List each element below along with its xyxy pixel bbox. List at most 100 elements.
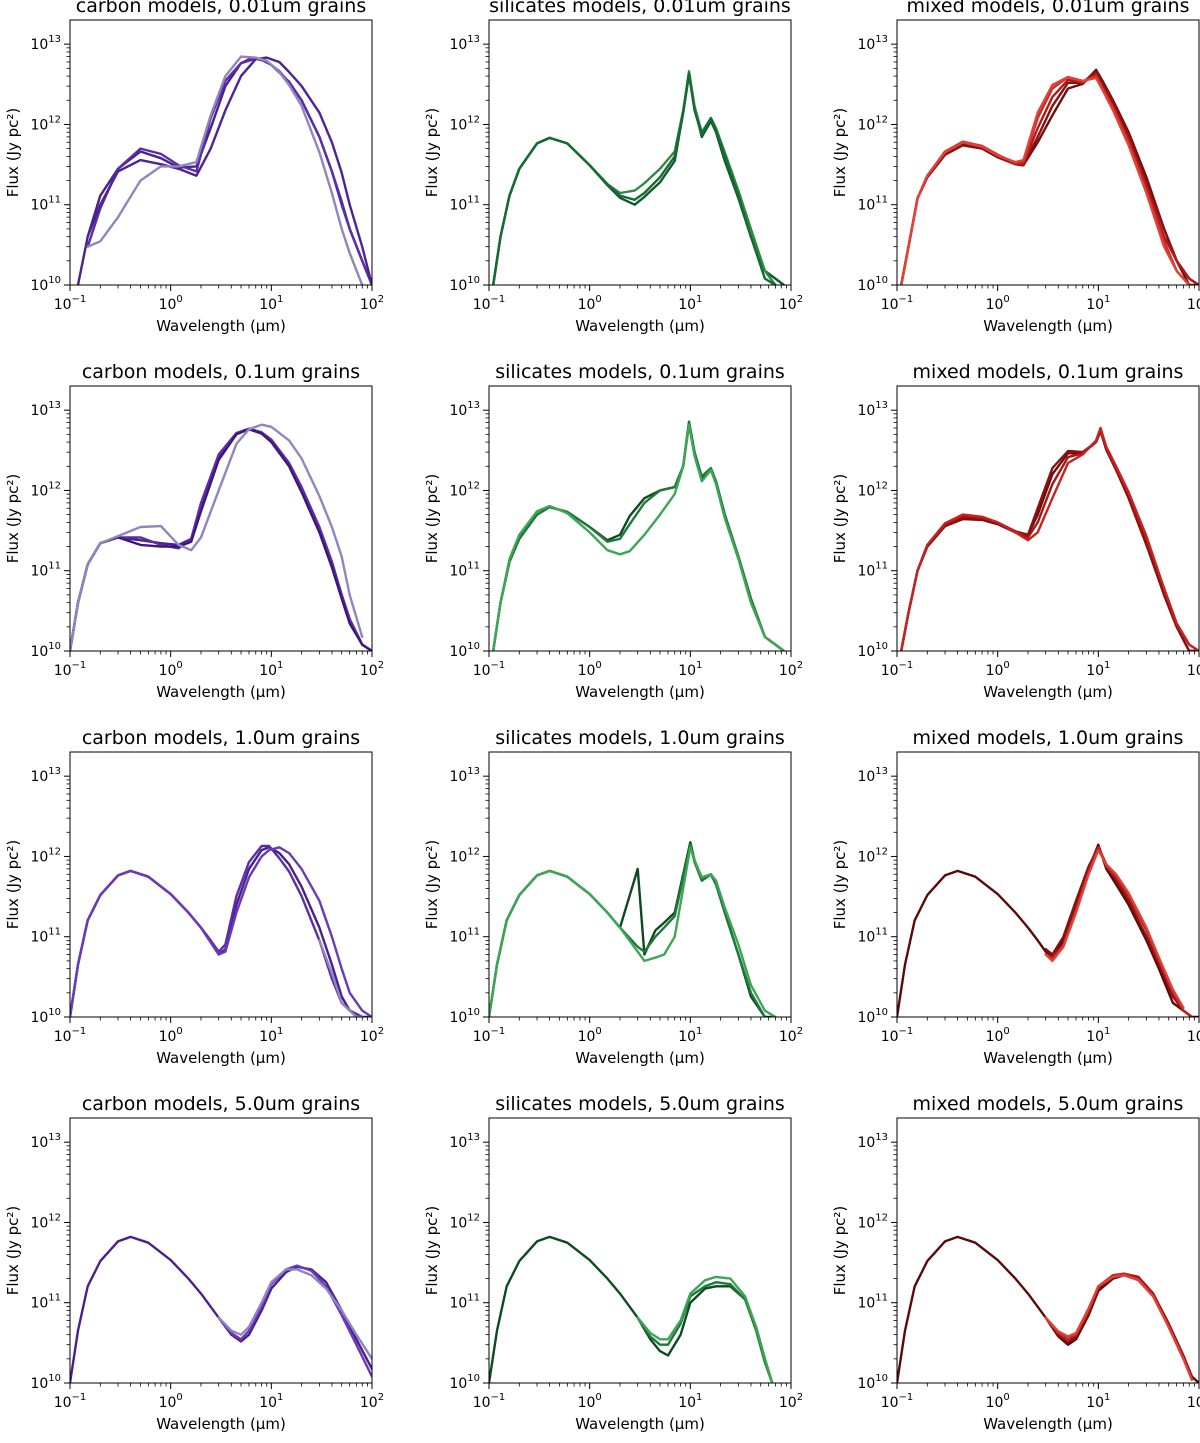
y-tick-label: 1012 — [857, 480, 888, 499]
chart-panel: 10−1 100 101 102 1010 1011 1012 1013 silicates m… — [423, 727, 803, 1067]
x-tick-label: 102 — [360, 660, 384, 679]
x-tick-label: 101 — [1086, 294, 1110, 313]
y-tick-label: 1011 — [857, 561, 888, 580]
series-line — [492, 72, 777, 285]
series-line — [492, 421, 786, 651]
x-axis-label: Wavelength (μm) — [575, 317, 705, 335]
x-tick-label: 102 — [779, 294, 803, 313]
x-tick-label: 101 — [1086, 1026, 1110, 1045]
x-tick-label: 101 — [678, 660, 702, 679]
series-line — [900, 429, 1199, 651]
x-tick-label: 100 — [578, 660, 602, 679]
y-tick-label: 1013 — [857, 1132, 888, 1151]
series-line — [636, 1275, 774, 1383]
series-line — [70, 1235, 372, 1383]
x-tick-label: 100 — [159, 294, 183, 313]
series-line — [318, 939, 364, 1017]
y-tick-label: 1010 — [857, 1373, 888, 1392]
x-axis-label: Wavelength (μm) — [983, 317, 1113, 335]
y-axis-label: Flux (Jy pc²) — [423, 108, 441, 198]
plot-frame — [69, 1117, 373, 1384]
x-axis-label: Wavelength (μm) — [156, 1049, 286, 1067]
y-axis-label: Flux (Jy pc²) — [831, 840, 849, 930]
series-line — [70, 428, 372, 651]
y-tick-label: 1013 — [449, 1132, 480, 1151]
chart-title: carbon models, 1.0um grains — [82, 727, 360, 749]
plot-frame — [488, 751, 792, 1018]
series-line — [1044, 1274, 1194, 1381]
x-tick-label: 101 — [1086, 1392, 1110, 1411]
x-tick-label: 10−1 — [473, 1026, 506, 1045]
chart-title: mixed models, 0.01um grains — [906, 0, 1189, 17]
chart-title: carbon models, 0.01um grains — [76, 0, 366, 17]
x-tick-label: 102 — [779, 660, 803, 679]
x-axis-label: Wavelength (μm) — [156, 1415, 286, 1433]
y-tick-label: 1011 — [30, 1293, 61, 1312]
series-line — [70, 428, 372, 651]
y-tick-label: 1013 — [30, 766, 61, 785]
y-axis-label: Flux (Jy pc²) — [831, 1206, 849, 1296]
chart-panel: 10−1 100 101 102 1010 1011 1012 1013 mixed model… — [831, 0, 1200, 335]
y-tick-label: 1011 — [30, 561, 61, 580]
plot-frame — [488, 1117, 792, 1384]
y-tick-label: 1013 — [30, 1132, 61, 1151]
y-tick-label: 1012 — [449, 846, 480, 865]
series-line — [897, 843, 1199, 1017]
series-line — [86, 57, 372, 285]
chart-panel: 10−1 100 101 102 1010 1011 1012 1013 silicates m… — [423, 0, 803, 335]
x-tick-label: 101 — [259, 1026, 283, 1045]
y-axis-label: Flux (Jy pc²) — [4, 108, 22, 198]
series-line — [492, 420, 786, 651]
series-line — [70, 844, 364, 1017]
x-tick-label: 101 — [259, 660, 283, 679]
x-tick-label: 100 — [159, 660, 183, 679]
x-tick-label: 101 — [678, 1026, 702, 1045]
y-axis-label: Flux (Jy pc²) — [4, 474, 22, 564]
chart-title: silicates models, 5.0um grains — [495, 1093, 785, 1115]
y-tick-label: 1012 — [30, 846, 61, 865]
y-tick-label: 1011 — [857, 1293, 888, 1312]
x-tick-label: 10−1 — [54, 660, 87, 679]
series-line — [1044, 1272, 1194, 1378]
x-tick-label: 100 — [159, 1392, 183, 1411]
y-tick-label: 1010 — [449, 1373, 480, 1392]
x-tick-label: 10−1 — [881, 294, 914, 313]
y-tick-label: 1010 — [30, 641, 61, 660]
series-line — [489, 846, 777, 1017]
x-axis-label: Wavelength (μm) — [575, 1415, 705, 1433]
chart-panel: 10−1 100 101 102 1010 1011 1012 1013 mixed model… — [831, 727, 1200, 1067]
x-axis-label: Wavelength (μm) — [156, 317, 286, 335]
y-tick-label: 1010 — [449, 1007, 480, 1026]
y-tick-label: 1012 — [857, 1212, 888, 1231]
y-tick-label: 1010 — [449, 641, 480, 660]
y-tick-label: 1011 — [857, 195, 888, 214]
y-tick-label: 1011 — [857, 927, 888, 946]
x-tick-label: 101 — [1086, 660, 1110, 679]
x-axis-label: Wavelength (μm) — [575, 683, 705, 701]
y-tick-label: 1010 — [857, 1007, 888, 1026]
y-axis-label: Flux (Jy pc²) — [831, 108, 849, 198]
chart-panel: 10−1 100 101 102 1010 1011 1012 1013 silicates m… — [423, 1093, 803, 1433]
x-tick-label: 10−1 — [881, 1026, 914, 1045]
x-tick-label: 10−1 — [881, 1392, 914, 1411]
series-line — [636, 1281, 774, 1383]
y-tick-label: 1012 — [30, 1212, 61, 1231]
series-line — [86, 55, 364, 285]
x-tick-label: 10−1 — [473, 660, 506, 679]
plot-frame — [69, 385, 373, 652]
y-tick-label: 1013 — [857, 400, 888, 419]
plot-frame — [69, 19, 373, 286]
chart-title: carbon models, 0.1um grains — [82, 361, 360, 383]
series-line — [900, 427, 1199, 651]
y-tick-label: 1012 — [857, 114, 888, 133]
y-tick-label: 1012 — [30, 114, 61, 133]
plot-frame — [896, 1117, 1200, 1384]
chart-title: mixed models, 5.0um grains — [913, 1093, 1184, 1115]
x-tick-label: 100 — [986, 660, 1010, 679]
series-line — [70, 846, 372, 1017]
x-tick-label: 102 — [1187, 660, 1200, 679]
x-axis-label: Wavelength (μm) — [983, 683, 1113, 701]
x-tick-label: 10−1 — [473, 1392, 506, 1411]
y-tick-label: 1012 — [30, 480, 61, 499]
